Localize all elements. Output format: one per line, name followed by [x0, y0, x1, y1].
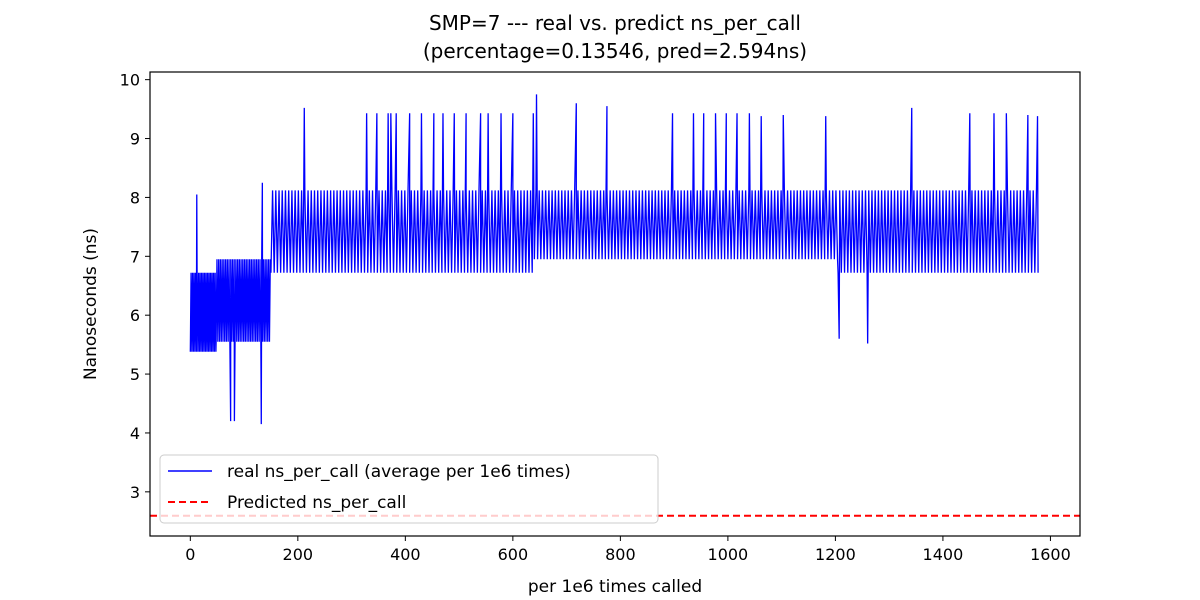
x-tick-label: 1600 [1030, 545, 1071, 564]
series-real-line [189, 94, 1039, 425]
x-axis: 0 200 400 600 800 1000 1200 1400 1600 [185, 536, 1071, 564]
x-tick-label: 1400 [923, 545, 964, 564]
x-tick-label: 200 [283, 545, 314, 564]
plot-area [150, 94, 1080, 517]
y-tick-label: 9 [130, 130, 140, 149]
legend-label-real: real ns_per_call (average per 1e6 times) [227, 462, 571, 482]
x-tick-label: 600 [498, 545, 529, 564]
plot-frame [149, 71, 1081, 537]
y-tick-label: 4 [130, 424, 140, 443]
x-tick-label: 400 [390, 545, 421, 564]
legend: real ns_per_call (average per 1e6 times)… [159, 454, 659, 524]
x-tick-label: 800 [605, 545, 636, 564]
chart-title: SMP=7 --- real vs. predict ns_per_call [429, 11, 801, 35]
x-tick-label: 1000 [708, 545, 749, 564]
legend-box [159, 454, 659, 524]
chart-subtitle: (percentage=0.13546, pred=2.594ns) [423, 39, 807, 63]
y-axis-label: Nanoseconds (ns) [81, 228, 101, 380]
y-tick-label: 5 [130, 365, 140, 384]
y-tick-label: 7 [130, 247, 140, 266]
y-tick-label: 10 [120, 71, 140, 90]
legend-label-predicted: Predicted ns_per_call [227, 493, 406, 513]
x-tick-label: 0 [185, 545, 195, 564]
y-axis: 3 4 5 6 7 8 9 10 [120, 71, 150, 502]
x-axis-label: per 1e6 times called [528, 577, 702, 597]
y-tick-label: 8 [130, 188, 140, 207]
x-tick-label: 1200 [815, 545, 856, 564]
y-tick-label: 6 [130, 306, 140, 325]
y-tick-label: 3 [130, 483, 140, 502]
